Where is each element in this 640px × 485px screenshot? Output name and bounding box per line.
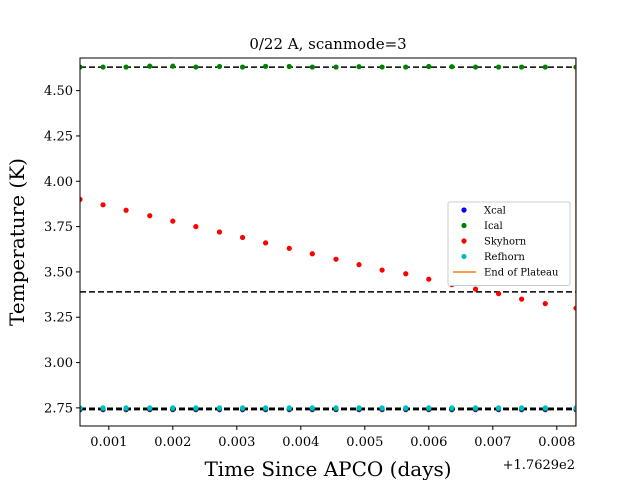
y-tick-label-0: 2.75 bbox=[44, 401, 73, 416]
legend-label-end-of-plateau: End of Plateau bbox=[484, 268, 559, 279]
refhorn-point-3 bbox=[147, 405, 153, 411]
y-axis: 2.75 3.00 3.25 3.50 3.75 4.00 4.25 4.50 bbox=[44, 84, 80, 416]
skyhorn-point-8 bbox=[263, 240, 269, 246]
ical-point-20 bbox=[542, 64, 548, 70]
x-tick-label-5: 0.006 bbox=[410, 435, 447, 450]
legend-label-skyhorn: Skyhorn bbox=[484, 237, 527, 248]
legend-box bbox=[447, 201, 571, 286]
skyhorn-point-20 bbox=[542, 301, 548, 307]
ical-point-17 bbox=[472, 64, 479, 70]
skyhorn-point-10 bbox=[309, 251, 315, 257]
ical-point-16 bbox=[449, 64, 455, 70]
refhorn-point-6 bbox=[216, 405, 223, 411]
refhorn-point-16 bbox=[449, 405, 455, 411]
skyhorn-point-12 bbox=[356, 262, 362, 268]
x-tick-label-3: 0.004 bbox=[282, 435, 319, 450]
legend-marker-xcal bbox=[461, 207, 467, 213]
skyhorn-point-1 bbox=[100, 202, 106, 208]
x-axis-label: Time Since APCO (days) bbox=[204, 457, 451, 480]
ical-point-0 bbox=[80, 64, 83, 70]
refhorn-point-19 bbox=[519, 405, 525, 411]
x-offset-label: +1.7629e2 bbox=[503, 458, 575, 473]
ical-point-2 bbox=[123, 64, 129, 70]
refhorn-point-12 bbox=[356, 405, 362, 411]
plot-marks bbox=[80, 58, 576, 426]
skyhorn-point-0 bbox=[80, 196, 83, 202]
x-tick-label-4: 0.005 bbox=[346, 435, 383, 450]
skyhorn-point-17 bbox=[472, 286, 479, 292]
ical-point-18 bbox=[495, 64, 502, 70]
refhorn-point-2 bbox=[123, 405, 129, 411]
y-tick-label-7: 4.50 bbox=[44, 84, 73, 99]
legend-label-refhorn: Refhorn bbox=[484, 252, 525, 263]
ical-point-11 bbox=[333, 64, 339, 70]
skyhorn-point-5 bbox=[193, 223, 199, 230]
refhorn-point-7 bbox=[239, 405, 246, 411]
skyhorn-point-18 bbox=[495, 291, 502, 297]
skyhorn-point-13 bbox=[379, 267, 385, 273]
ical-point-1 bbox=[100, 64, 106, 70]
legend: Xcal Ical Skyhorn Refhorn End of Plateau bbox=[447, 201, 571, 286]
plot-area bbox=[80, 58, 576, 426]
skyhorn-point-2 bbox=[123, 207, 129, 213]
refhorn-point-13 bbox=[379, 405, 385, 411]
x-tick-label-6: 0.007 bbox=[474, 435, 511, 450]
ical-point-19 bbox=[519, 64, 525, 70]
refhorn-point-15 bbox=[426, 405, 432, 411]
legend-marker-ical bbox=[461, 222, 467, 229]
ical-point-4 bbox=[170, 63, 176, 69]
x-tick-label-1: 0.002 bbox=[154, 435, 191, 450]
legend-label-xcal: Xcal bbox=[484, 206, 506, 217]
x-tick-label-2: 0.003 bbox=[218, 435, 255, 450]
skyhorn-point-11 bbox=[333, 256, 339, 262]
y-tick-label-1: 3.00 bbox=[44, 356, 73, 371]
legend-marker-refhorn bbox=[461, 253, 467, 260]
refhorn-point-5 bbox=[193, 405, 199, 411]
skyhorn-point-3 bbox=[147, 213, 153, 219]
skyhorn-point-4 bbox=[170, 218, 176, 224]
refhorn-point-17 bbox=[472, 405, 479, 411]
x-tick-label-7: 0.008 bbox=[538, 435, 575, 450]
refhorn-point-14 bbox=[403, 405, 409, 411]
ical-point-7 bbox=[239, 64, 246, 70]
ical-point-15 bbox=[426, 63, 432, 70]
skyhorn-point-15 bbox=[426, 276, 432, 282]
y-tick-label-3: 3.50 bbox=[44, 265, 73, 280]
refhorn-point-0 bbox=[80, 405, 83, 411]
y-tick-label-2: 3.25 bbox=[44, 311, 73, 326]
ical-point-9 bbox=[286, 63, 292, 70]
ical-point-10 bbox=[309, 64, 315, 70]
ical-point-5 bbox=[193, 64, 199, 70]
ical-point-6 bbox=[216, 63, 223, 70]
legend-marker-skyhorn bbox=[461, 238, 467, 244]
refhorn-point-4 bbox=[170, 405, 176, 411]
y-tick-label-5: 4.00 bbox=[44, 175, 73, 190]
x-axis: 0.001 0.002 0.003 0.004 0.005 0.006 0.007 0.008 bbox=[90, 426, 575, 450]
refhorn-point-10 bbox=[309, 405, 315, 411]
y-tick-label-4: 3.75 bbox=[44, 220, 73, 235]
ical-point-3 bbox=[147, 63, 153, 69]
skyhorn-point-9 bbox=[286, 245, 292, 251]
ical-point-14 bbox=[403, 64, 409, 70]
skyhorn-point-6 bbox=[216, 229, 223, 235]
refhorn-point-1 bbox=[100, 405, 106, 411]
y-axis-label: Temperature (K) bbox=[5, 158, 29, 326]
legend-label-ical: Ical bbox=[484, 221, 503, 232]
skyhorn-point-7 bbox=[239, 234, 246, 241]
axes-frame bbox=[79, 57, 577, 427]
refhorn-point-8 bbox=[263, 405, 269, 411]
ical-point-13 bbox=[379, 64, 385, 70]
ical-point-12 bbox=[356, 64, 362, 70]
x-tick-label-0: 0.001 bbox=[90, 435, 127, 450]
refhorn-point-11 bbox=[333, 405, 339, 411]
refhorn-point-18 bbox=[495, 405, 502, 411]
chart-title: 0/22 A, scanmode=3 bbox=[249, 35, 406, 53]
skyhorn-point-14 bbox=[403, 271, 409, 277]
refhorn-point-20 bbox=[542, 405, 548, 411]
ical-point-8 bbox=[263, 63, 269, 69]
skyhorn-point-19 bbox=[519, 296, 525, 302]
refhorn-point-9 bbox=[286, 405, 292, 411]
y-tick-label-6: 4.25 bbox=[44, 129, 73, 144]
